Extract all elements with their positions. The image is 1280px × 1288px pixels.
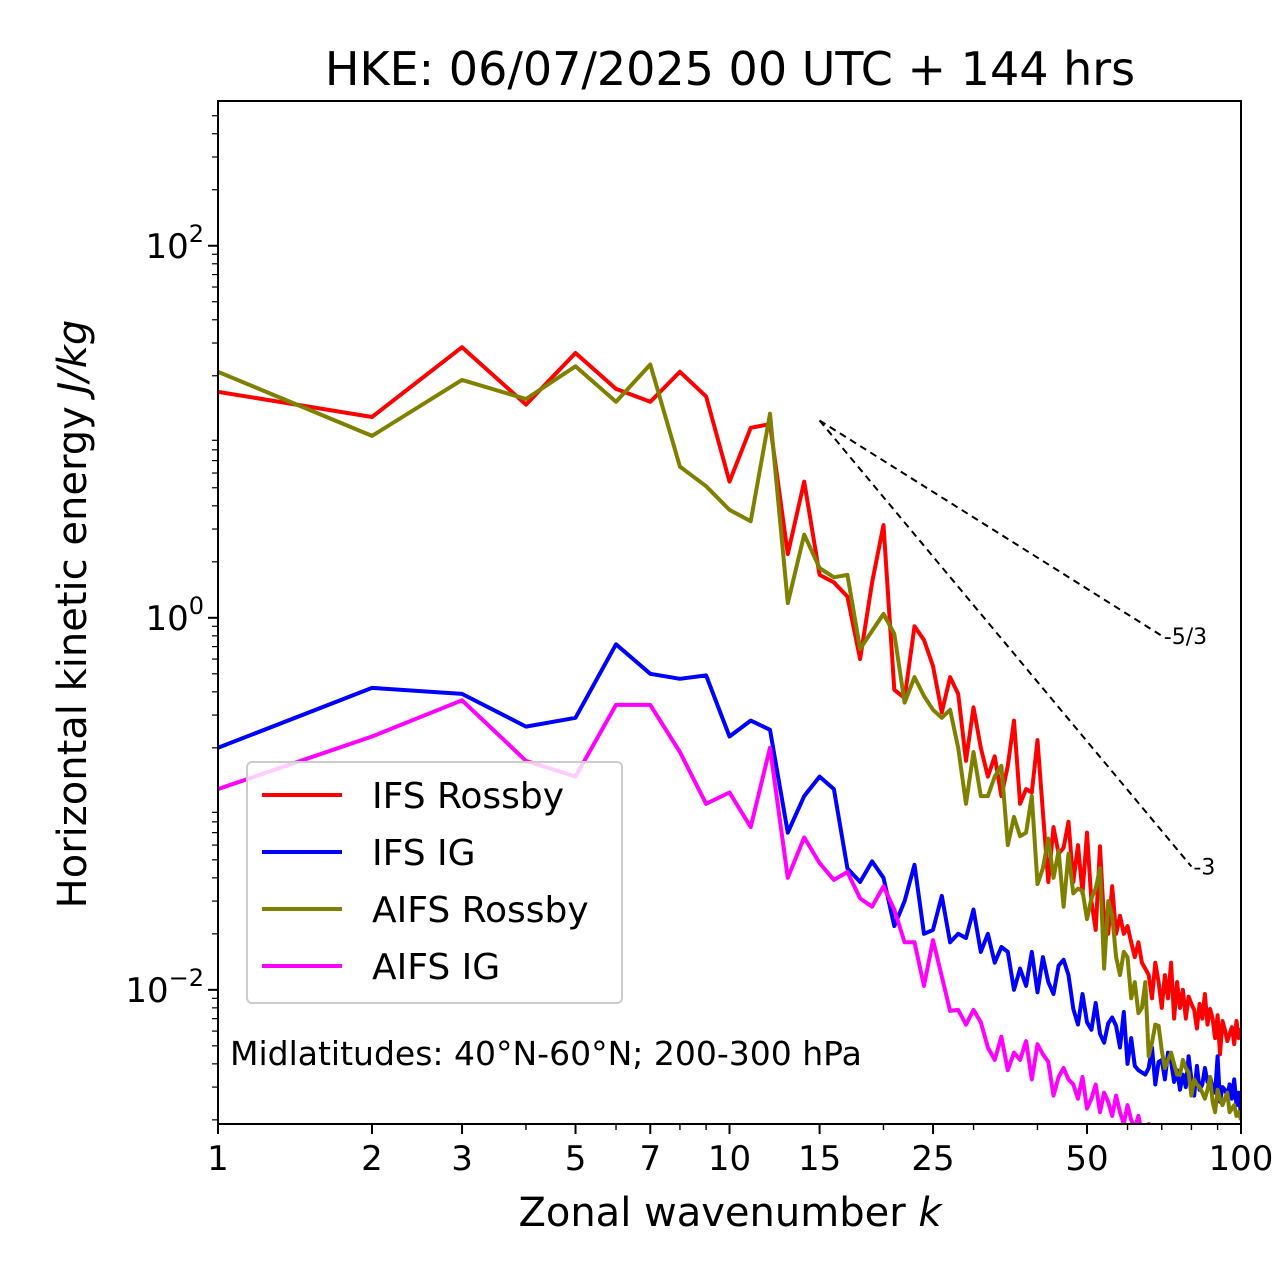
x-axis-title-text: Zonal wavenumber <box>518 1190 906 1236</box>
y-tick-base: 10 <box>145 599 188 639</box>
x-tick-label: 50 <box>1065 1139 1108 1179</box>
x-tick-label: 15 <box>798 1139 841 1179</box>
legend-label-ifs-rossby: IFS Rossby <box>372 776 564 817</box>
x-tick-label: 3 <box>451 1139 473 1179</box>
x-axis-title: Zonal wavenumber k <box>518 1190 943 1236</box>
legend: IFS Rossby IFS IG AIFS Rossby AIFS IG <box>246 761 623 1004</box>
y-tick-label: 102 <box>145 220 204 267</box>
x-tick-label: 7 <box>639 1139 661 1179</box>
y-tick-exponent: −2 <box>169 964 204 992</box>
x-tick-label: 10 <box>708 1139 751 1179</box>
x-axis-title-var: k <box>918 1190 943 1236</box>
legend-label-ifs-ig: IFS IG <box>372 833 476 874</box>
y-tick-exponent: 2 <box>189 220 204 248</box>
slope-line-minus3 <box>818 419 1193 868</box>
y-tick-exponent: 0 <box>189 592 204 620</box>
series-line-aifs-rossby <box>218 362 1241 1121</box>
x-tick-label: 1 <box>207 1139 229 1179</box>
legend-label-aifs-ig: AIFS IG <box>372 947 500 988</box>
plot-area: -5/3 -3 <box>218 345 1241 1124</box>
legend-label-aifs-rossby: AIFS Rossby <box>372 890 589 931</box>
slope-label-minus5-3: -5/3 <box>1164 625 1207 650</box>
legend-box <box>246 761 623 1004</box>
chart-title: HKE: 06/07/2025 00 UTC + 144 hrs <box>325 42 1135 96</box>
slope-line-minus5-3 <box>819 419 1163 637</box>
series-line-ifs-rossby <box>218 345 1241 1057</box>
y-tick-base: 10 <box>125 971 168 1011</box>
region-annotation: Midlatitudes: 40°N-60°N; 200-300 hPa <box>230 1034 862 1073</box>
series-line-aifs-ig <box>218 698 1151 1124</box>
x-tick-label: 100 <box>1209 1139 1274 1179</box>
x-tick-label: 25 <box>911 1139 954 1179</box>
y-axis-title-units: J/kg <box>50 320 96 401</box>
y-tick-base: 10 <box>145 227 188 267</box>
series-group <box>218 345 1241 1124</box>
slope-label-minus3: -3 <box>1193 856 1215 881</box>
y-axis-title: Horizontal kinetic energy J/kg <box>50 320 96 909</box>
x-tick-label: 2 <box>361 1139 383 1179</box>
y-tick-label: 10−2 <box>125 964 204 1011</box>
y-axis-title-text: Horizontal kinetic energy <box>50 406 96 908</box>
x-tick-label: 5 <box>565 1139 587 1179</box>
y-tick-label: 100 <box>145 592 204 639</box>
